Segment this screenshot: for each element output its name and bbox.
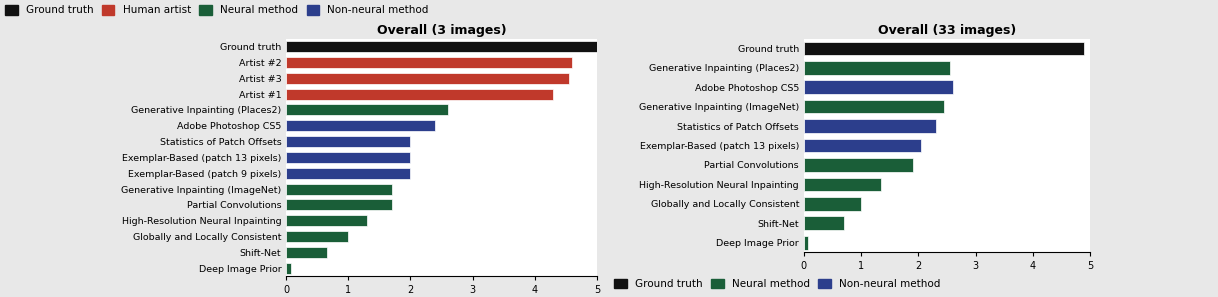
Bar (804, 119, 935, 133)
Bar (804, 178, 881, 191)
Bar (286, 104, 448, 116)
Bar (286, 263, 291, 274)
Bar (804, 236, 809, 249)
Title: Overall (33 images): Overall (33 images) (878, 24, 1016, 37)
Bar (286, 199, 392, 211)
Bar (286, 184, 392, 195)
Bar (286, 41, 597, 52)
Bar (286, 136, 410, 147)
Bar (804, 42, 1084, 55)
Bar (286, 57, 572, 68)
Bar (804, 139, 921, 152)
Bar (286, 89, 553, 99)
Bar (286, 168, 410, 179)
Bar (286, 231, 348, 242)
Bar (804, 80, 952, 94)
Bar (804, 61, 950, 75)
Bar (804, 217, 844, 230)
Bar (286, 73, 569, 84)
Legend: Ground truth, Neural method, Non-neural method: Ground truth, Neural method, Non-neural … (614, 279, 940, 289)
Bar (804, 100, 944, 113)
Legend: Ground truth, Human artist, Neural method, Non-neural method: Ground truth, Human artist, Neural metho… (5, 5, 429, 15)
Bar (286, 215, 367, 226)
Bar (286, 120, 435, 131)
Title: Overall (3 images): Overall (3 images) (376, 24, 507, 37)
Bar (286, 247, 326, 258)
Bar (804, 197, 861, 211)
Bar (286, 152, 410, 163)
Bar (804, 158, 912, 172)
